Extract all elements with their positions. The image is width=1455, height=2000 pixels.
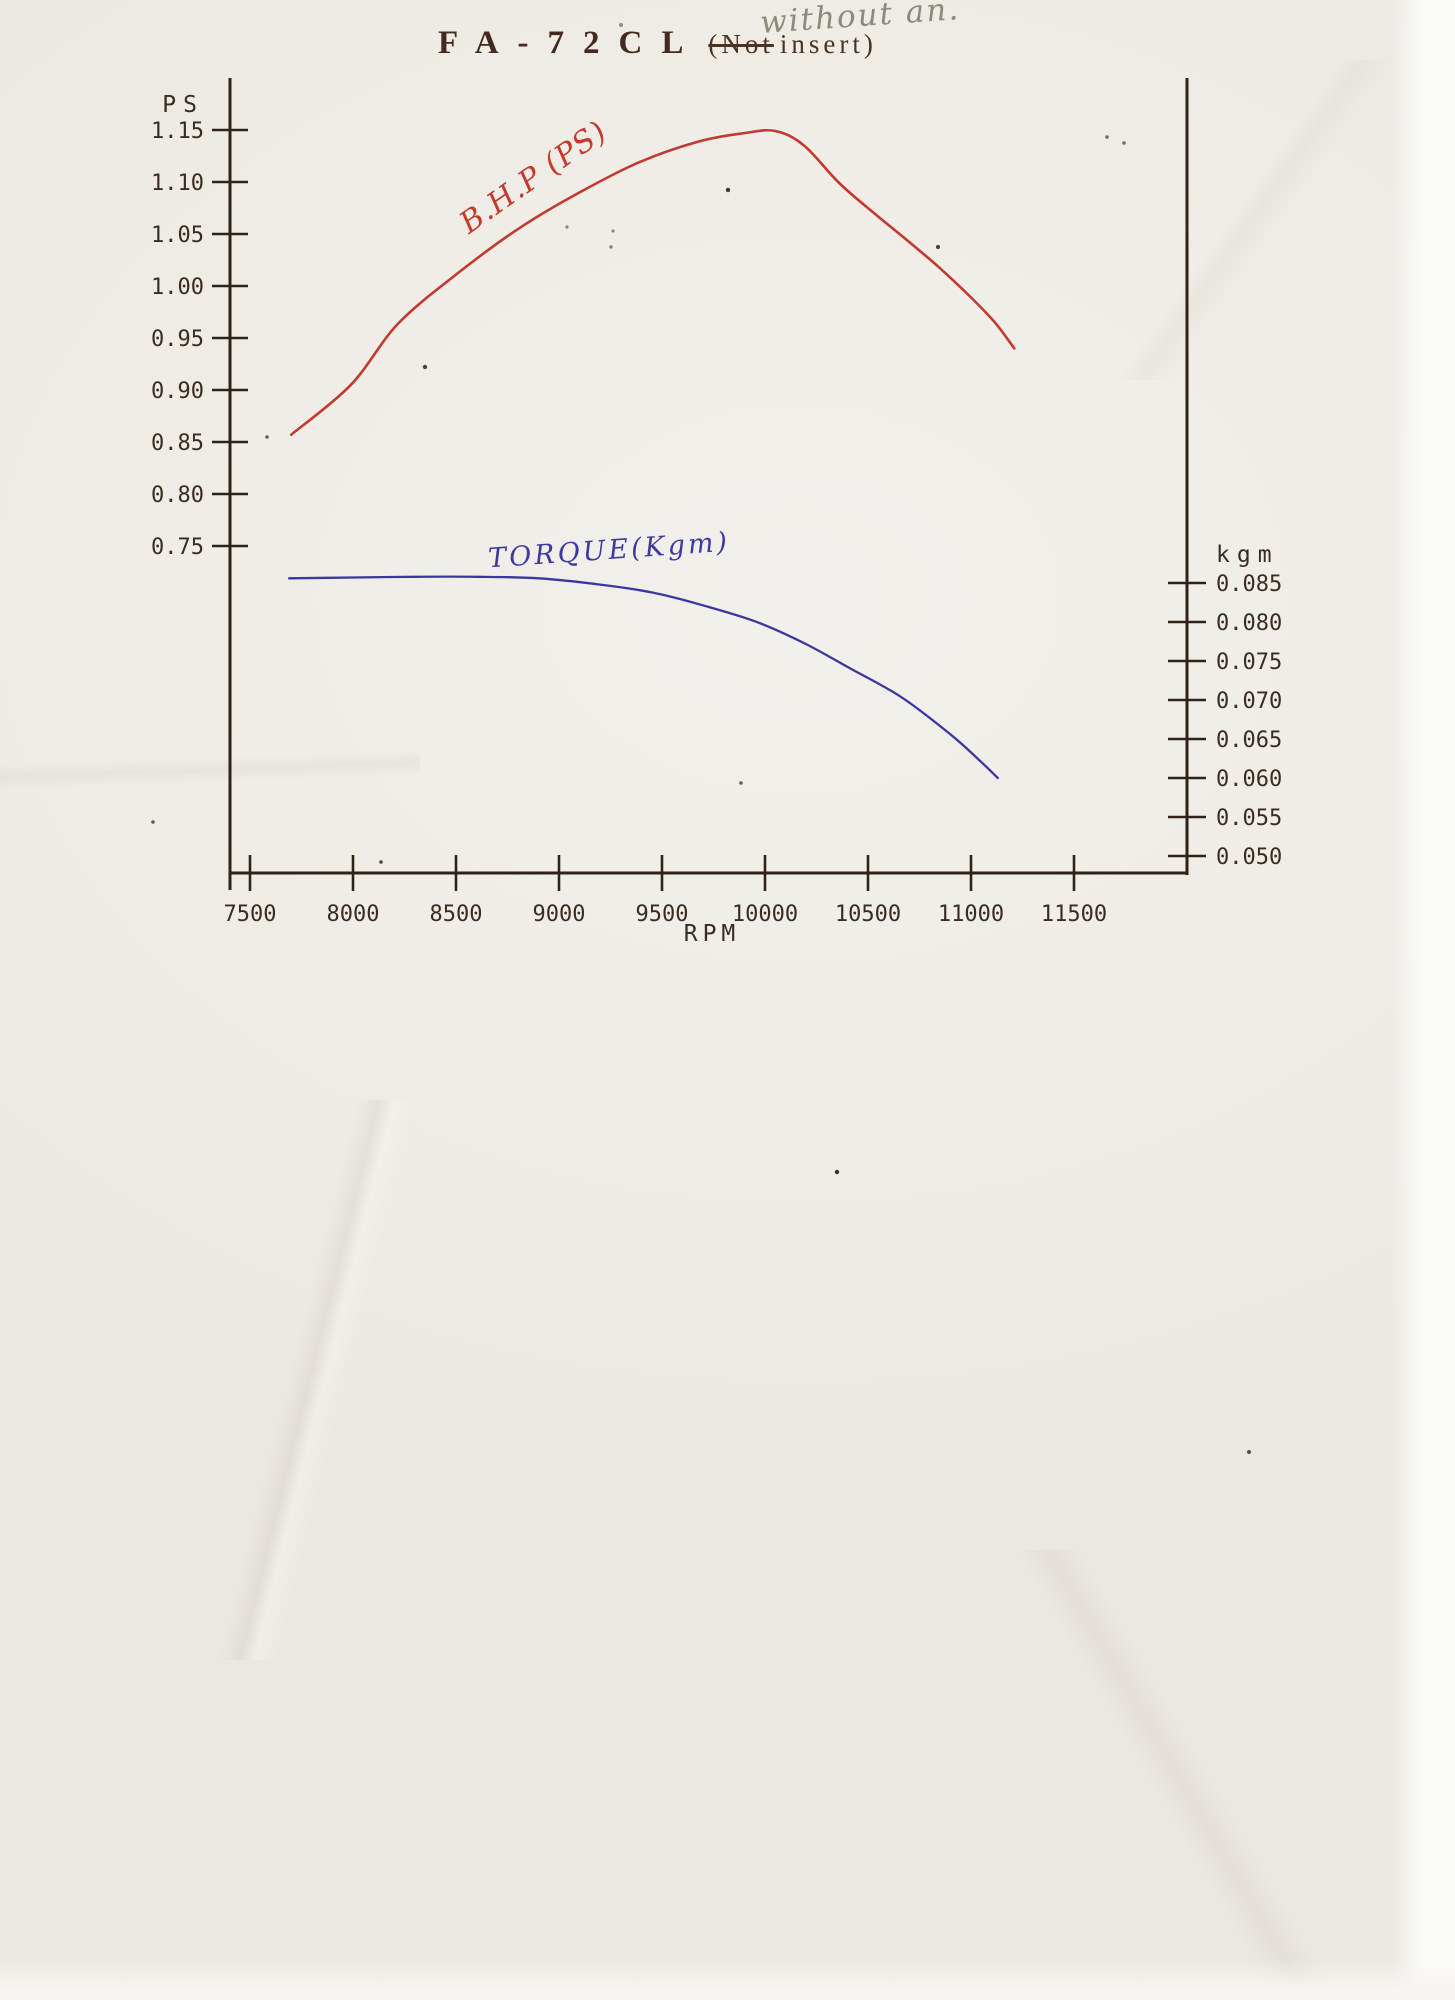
x-tick-label: 8500 <box>430 902 483 927</box>
title-suffix: insert) <box>779 29 877 59</box>
title-struck-text: (Not <box>708 29 774 59</box>
x-tick-label: 11500 <box>1041 902 1107 927</box>
left-tick-label: 0.90 <box>151 379 204 404</box>
right-axis-title: kgm <box>1216 542 1279 568</box>
chart-title: FA-72CL (Not insert) <box>438 25 877 62</box>
x-tick-label: 10000 <box>732 902 798 927</box>
left-tick-label: 0.95 <box>151 327 204 352</box>
paper-edge-bottom <box>0 1960 1455 2000</box>
left-axis-title: PS <box>162 92 204 118</box>
x-tick-label: 10500 <box>835 902 901 927</box>
right-tick-label: 0.075 <box>1216 650 1282 675</box>
right-tick-label: 0.080 <box>1216 611 1282 636</box>
right-tick-label: 0.065 <box>1216 728 1282 753</box>
x-axis-title: RPM <box>684 921 741 947</box>
x-tick-label: 11000 <box>938 902 1004 927</box>
right-tick-label: 0.085 <box>1216 572 1282 597</box>
right-tick-label: 0.055 <box>1216 806 1282 831</box>
left-tick-label: 1.00 <box>151 275 204 300</box>
x-tick-label: 9500 <box>636 902 689 927</box>
paper-edge-right <box>1392 0 1455 2000</box>
left-tick-label: 1.15 <box>151 119 204 144</box>
right-tick-label: 0.050 <box>1216 845 1282 870</box>
right-tick-label: 0.060 <box>1216 767 1282 792</box>
x-tick-label: 8000 <box>327 902 380 927</box>
left-tick-label: 1.05 <box>151 223 204 248</box>
title-model-name: FA-72CL <box>438 25 703 61</box>
bhp-curve <box>289 128 1016 436</box>
right-axis-ticks: 0.085 0.080 0.075 0.070 0.065 0.060 0.055 0.050 <box>1168 572 1282 870</box>
x-tick-label: 9000 <box>533 902 586 927</box>
left-axis-ticks: 1.15 1.10 1.05 1.00 0.95 0.90 0.85 0.80 0.75 <box>151 119 248 560</box>
curves <box>287 128 1016 780</box>
left-tick-label: 1.10 <box>151 171 204 196</box>
left-tick-label: 0.80 <box>151 483 204 508</box>
x-tick-label: 7500 <box>224 902 277 927</box>
left-tick-label: 0.75 <box>151 535 204 560</box>
left-tick-label: 0.85 <box>151 431 204 456</box>
x-axis-ticks: 7500 8000 8500 9000 9500 10000 10500 11000 11500 <box>224 855 1107 927</box>
torque-curve <box>287 575 999 780</box>
right-tick-label: 0.070 <box>1216 689 1282 714</box>
